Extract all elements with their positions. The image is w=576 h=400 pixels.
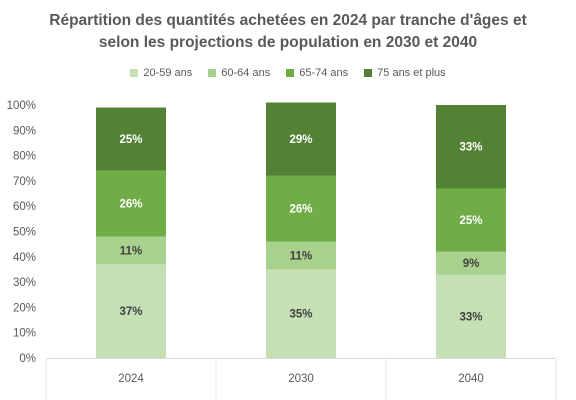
legend-item-75-plus: 75 ans et plus bbox=[364, 67, 446, 79]
legend-item-60-64: 60-64 ans bbox=[208, 67, 270, 79]
data-label: 37% bbox=[119, 306, 142, 318]
x-tick-label: 2030 bbox=[288, 373, 314, 385]
data-label: 11% bbox=[290, 251, 312, 263]
bar-segment bbox=[266, 102, 336, 176]
legend-swatch-60-64 bbox=[208, 69, 217, 77]
x-tick-label: 2024 bbox=[118, 373, 144, 385]
y-tick-label: 50% bbox=[13, 227, 36, 239]
bar-segment bbox=[436, 274, 506, 358]
y-tick-label: 100% bbox=[7, 100, 36, 112]
data-label: 26% bbox=[289, 204, 312, 216]
y-tick-label: 10% bbox=[13, 328, 36, 340]
bar-segment bbox=[436, 251, 506, 275]
chart-title-line-2: selon les projections de population en 2… bbox=[98, 34, 478, 51]
bar-segment bbox=[96, 170, 166, 237]
y-tick-label: 20% bbox=[13, 302, 36, 314]
y-tick-label: 80% bbox=[13, 151, 36, 163]
bar-segment bbox=[96, 264, 166, 358]
data-label: 11% bbox=[120, 245, 142, 257]
data-label: 25% bbox=[459, 215, 482, 227]
legend-label-20-59: 20-59 ans bbox=[143, 67, 193, 79]
x-tick-label: 2040 bbox=[458, 373, 484, 385]
bar-segment bbox=[96, 107, 166, 171]
y-tick-label: 70% bbox=[13, 176, 36, 188]
bar-segment bbox=[436, 188, 506, 252]
bar-segment bbox=[266, 269, 336, 358]
legend-label-65-74: 65-74 ans bbox=[299, 67, 349, 79]
legend-item-65-74: 65-74 ans bbox=[286, 67, 348, 79]
y-tick-label: 0% bbox=[19, 353, 36, 365]
y-tick-label: 60% bbox=[13, 201, 36, 213]
chart-title-line-1: Répartition des quantités achetées en 20… bbox=[49, 12, 527, 29]
legend: 20-59 ans 60-64 ans 65-74 ans 75 ans et … bbox=[0, 67, 576, 79]
bar-segment bbox=[436, 105, 506, 189]
data-label: 26% bbox=[119, 199, 142, 211]
data-label: 35% bbox=[289, 309, 312, 321]
legend-label-60-64: 60-64 ans bbox=[221, 67, 271, 79]
legend-swatch-65-74 bbox=[286, 69, 295, 77]
data-label: 29% bbox=[289, 134, 312, 146]
y-tick-label: 30% bbox=[13, 277, 36, 289]
bar-segment bbox=[266, 241, 336, 270]
legend-label-75-plus: 75 ans et plus bbox=[377, 67, 446, 79]
data-label: 33% bbox=[459, 311, 482, 323]
y-tick-label: 40% bbox=[13, 252, 36, 264]
data-label: 9% bbox=[463, 258, 480, 270]
data-label: 33% bbox=[459, 142, 482, 154]
legend-item-20-59: 20-59 ans bbox=[130, 67, 192, 79]
legend-swatch-20-59 bbox=[130, 69, 139, 77]
bar-segment bbox=[96, 236, 166, 265]
legend-swatch-75-plus bbox=[364, 69, 373, 77]
data-label: 25% bbox=[119, 134, 142, 146]
y-tick-label: 90% bbox=[13, 125, 36, 137]
bar-segment bbox=[266, 175, 336, 242]
chart-title: Répartition des quantités achetées en 20… bbox=[0, 10, 576, 54]
